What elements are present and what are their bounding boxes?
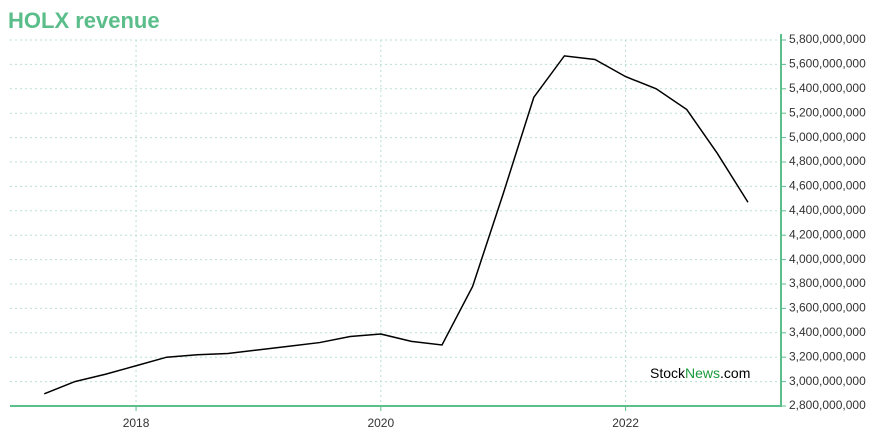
- watermark-part: .com: [720, 365, 750, 381]
- watermark: StockNews.com: [650, 365, 750, 381]
- y-tick-label: 4,000,000,000: [789, 252, 866, 266]
- y-tick-label: 4,800,000,000: [789, 154, 866, 168]
- y-tick-label: 4,400,000,000: [789, 203, 866, 217]
- y-tick-label: 4,200,000,000: [789, 227, 866, 241]
- y-tick-label: 5,800,000,000: [789, 32, 866, 46]
- x-tick-label: 2020: [367, 416, 394, 430]
- y-tick-label: 3,200,000,000: [789, 349, 866, 363]
- y-tick-label: 4,600,000,000: [789, 179, 866, 193]
- line-series: [43, 55, 749, 395]
- y-tick-label: 2,800,000,000: [789, 398, 866, 412]
- x-tick-label: 2022: [612, 416, 639, 430]
- watermark-part: News: [685, 365, 720, 381]
- y-tick-label: 3,600,000,000: [789, 301, 866, 315]
- chart-title: HOLX revenue: [8, 8, 160, 33]
- y-tick-label: 5,400,000,000: [789, 81, 866, 95]
- watermark-part: Stock: [650, 365, 686, 381]
- y-tick-label: 5,000,000,000: [789, 130, 866, 144]
- y-tick-label: 3,000,000,000: [789, 374, 866, 388]
- x-tick-label: 2018: [123, 416, 150, 430]
- y-tick-label: 5,200,000,000: [789, 105, 866, 119]
- y-tick-label: 3,800,000,000: [789, 276, 866, 290]
- y-tick-label: 5,600,000,000: [789, 57, 866, 71]
- y-tick-label: 3,400,000,000: [789, 325, 866, 339]
